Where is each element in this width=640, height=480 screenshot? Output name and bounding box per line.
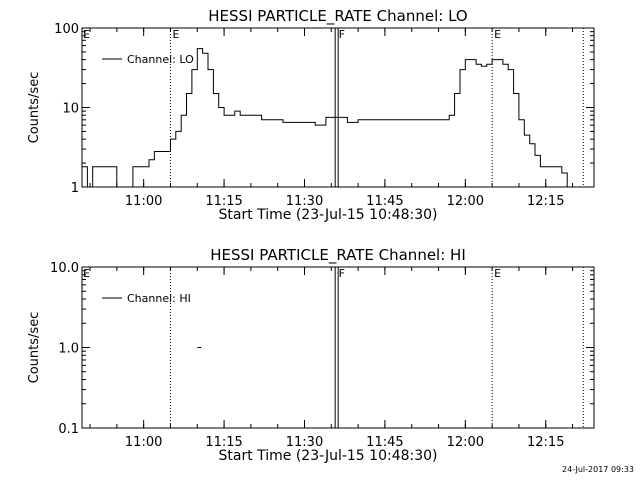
panel-2-marker-label: E	[83, 267, 90, 280]
panel-1-x-axis-label: Start Time (23-Jul-15 10:48:30)	[218, 207, 437, 223]
panel-1-ytick-label: 100	[54, 22, 79, 37]
panel-2-legend-label: Channel: HI	[127, 292, 191, 305]
panel-2-xtick-label: 11:45	[366, 435, 403, 450]
timestamp-footer: 24-Jul-2017 09:33	[561, 465, 634, 474]
panel-2-title: HESSI PARTICLE_RATE Channel: HI	[210, 246, 466, 265]
panel-1-xtick-label: 11:30	[286, 194, 323, 209]
panel-1-marker-label: E	[172, 28, 179, 41]
panel-1-ytick-label: 1	[71, 181, 79, 196]
panel-2-xtick-label: 12:00	[447, 435, 484, 450]
panel-2-ytick-label: 1.0	[58, 342, 79, 357]
panel-1-marker-label: E	[83, 28, 90, 41]
panel-2-x-axis-label: Start Time (23-Jul-15 10:48:30)	[218, 448, 437, 464]
panel-1-xtick-label: 11:15	[205, 194, 242, 209]
panel-1-title: HESSI PARTICLE_RATE Channel: LO	[208, 7, 467, 26]
panel-2-marker-label: F	[339, 267, 345, 280]
panel-1-xtick-label: 11:45	[366, 194, 403, 209]
panel-2-ytick-label: 10.0	[50, 261, 79, 276]
panel-1-marker-label: E	[494, 28, 501, 41]
panel-1-xtick-label: 12:00	[447, 194, 484, 209]
panel-2-xtick-label: 12:15	[527, 435, 564, 450]
panel-1-xtick-label: 11:00	[125, 194, 162, 209]
panel-1-xtick-label: 12:15	[527, 194, 564, 209]
panel-2-ytick-label: 0.1	[58, 422, 79, 437]
panel-1-marker-label: F	[339, 28, 345, 41]
panel-2-xtick-label: 11:15	[205, 435, 242, 450]
panel-2-y-axis-label: Counts/sec	[27, 312, 42, 384]
panel-1-y-axis-label: Counts/sec	[27, 72, 42, 144]
panel-1-ytick-label: 10	[62, 102, 79, 117]
panel-1-series-line	[82, 48, 584, 188]
panel-2-marker-label: E	[494, 267, 501, 280]
panel-2-xtick-label: 11:00	[125, 435, 162, 450]
panel-2-xtick-label: 11:30	[286, 435, 323, 450]
panel-1-legend-label: Channel: LO	[127, 53, 194, 66]
